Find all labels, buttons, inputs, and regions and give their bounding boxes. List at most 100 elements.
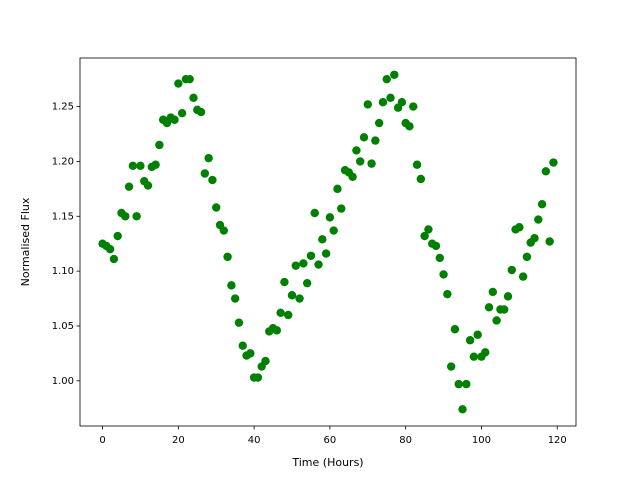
- point: [230, 294, 240, 303]
- point: [246, 349, 255, 358]
- point: [458, 405, 467, 414]
- point: [299, 259, 308, 268]
- point: [386, 93, 395, 103]
- point: [435, 253, 444, 263]
- y-axis-label: Normalised Flux: [19, 197, 32, 286]
- point: [329, 226, 338, 235]
- point: [272, 326, 282, 335]
- point: [113, 231, 122, 241]
- point: [356, 157, 365, 166]
- point: [253, 373, 263, 382]
- point: [302, 278, 312, 288]
- point: [276, 308, 285, 318]
- point: [549, 158, 558, 167]
- point: [333, 184, 342, 194]
- point: [227, 281, 236, 290]
- point: [280, 277, 289, 287]
- x-tick-label: 20: [172, 435, 185, 446]
- point: [132, 212, 141, 221]
- x-tick-label: 120: [548, 435, 567, 446]
- point: [151, 160, 160, 169]
- point: [454, 379, 463, 389]
- point: [291, 261, 300, 270]
- point: [382, 74, 391, 84]
- point: [488, 287, 498, 297]
- point: [189, 93, 198, 103]
- point: [522, 252, 532, 262]
- point: [503, 292, 513, 301]
- point: [431, 241, 441, 251]
- point: [420, 231, 429, 241]
- point: [204, 153, 213, 163]
- point: [492, 316, 501, 325]
- point: [124, 182, 134, 191]
- y-tick-label: 1.20: [52, 156, 74, 167]
- point: [541, 167, 551, 176]
- point: [155, 140, 164, 150]
- x-tick-label: 0: [99, 435, 105, 446]
- point: [359, 133, 369, 142]
- x-tick-label: 80: [399, 435, 412, 446]
- point: [287, 291, 297, 300]
- point: [306, 251, 316, 260]
- point: [143, 181, 153, 190]
- point: [321, 249, 331, 258]
- point: [446, 362, 456, 371]
- point: [424, 225, 433, 234]
- point: [416, 174, 426, 184]
- point: [378, 98, 388, 107]
- point: [185, 74, 194, 84]
- point: [121, 212, 130, 221]
- point: [105, 244, 115, 254]
- point: [212, 203, 221, 212]
- point: [238, 341, 247, 350]
- point: [200, 169, 210, 178]
- point: [295, 294, 304, 303]
- point: [174, 79, 183, 88]
- point: [534, 215, 543, 224]
- point: [177, 108, 187, 118]
- point: [405, 122, 414, 131]
- point: [261, 356, 270, 366]
- point: [507, 265, 516, 275]
- point: [530, 234, 539, 243]
- point: [337, 204, 346, 213]
- point: [128, 161, 138, 171]
- point: [314, 260, 323, 269]
- y-tick-label: 1.00: [52, 376, 74, 387]
- point: [196, 107, 206, 117]
- point: [537, 200, 547, 209]
- point: [515, 223, 524, 232]
- point: [484, 303, 494, 312]
- point: [469, 352, 479, 361]
- point: [409, 102, 418, 111]
- point: [439, 270, 448, 279]
- point: [318, 235, 327, 244]
- point: [219, 226, 228, 235]
- point: [481, 348, 490, 357]
- point: [170, 115, 179, 124]
- point: [371, 136, 380, 145]
- point: [374, 118, 384, 128]
- x-axis-label: Time (Hours): [291, 456, 363, 469]
- point: [450, 325, 460, 334]
- y-tick-label: 1.25: [52, 102, 74, 113]
- x-tick-label: 40: [248, 435, 261, 446]
- point: [109, 254, 119, 264]
- point: [473, 330, 482, 339]
- point: [284, 310, 293, 320]
- point: [397, 98, 407, 107]
- point: [390, 70, 399, 79]
- point: [136, 161, 145, 171]
- point: [443, 289, 452, 299]
- point: [518, 272, 528, 281]
- point: [310, 208, 319, 218]
- point: [499, 305, 509, 314]
- point: [367, 159, 376, 168]
- point: [208, 175, 217, 185]
- point: [465, 336, 475, 345]
- point: [412, 160, 422, 169]
- y-tick-label: 1.05: [52, 321, 74, 332]
- x-tick-label: 60: [324, 435, 337, 446]
